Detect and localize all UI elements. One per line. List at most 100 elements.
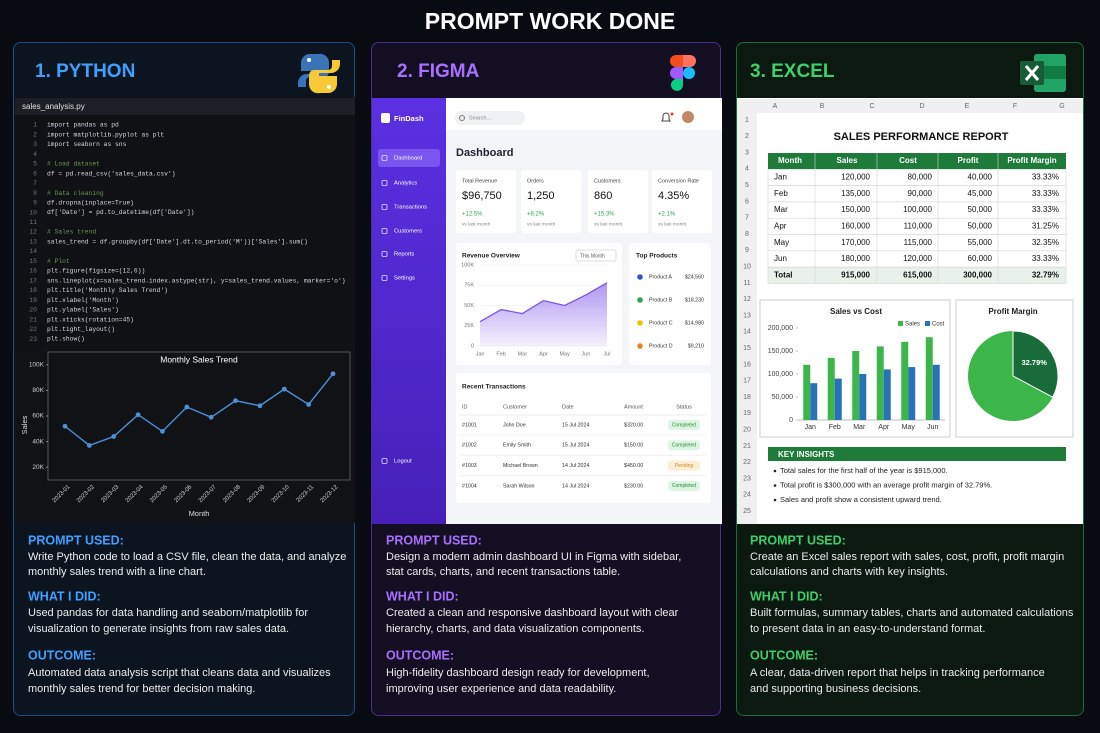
figma-logo — [670, 55, 696, 91]
code-line: plt.xlabel('Month') — [47, 297, 119, 304]
line — [479, 282, 608, 323]
y-tick-label: 80K — [32, 387, 44, 394]
table-cell: Sarah Wilson — [503, 483, 535, 489]
y-tick-label: 100,000 — [768, 371, 793, 378]
section-text: visualization to generate insights from … — [28, 623, 289, 635]
table-cell: 60,000 — [968, 254, 993, 263]
product-dot — [637, 343, 643, 349]
table-cell: 160,000 — [841, 222, 870, 231]
y-tick-label: 75K — [464, 283, 474, 289]
point — [257, 403, 263, 409]
section-text: Create an Excel sales report with sales,… — [750, 551, 1064, 563]
x-tick-label: May — [559, 351, 570, 357]
section-label: OUTCOME: — [750, 648, 818, 662]
row-number: 22 — [743, 459, 751, 466]
product-value: $18,230 — [685, 297, 704, 303]
section-text: hierarchy, charts, and data visualizatio… — [386, 623, 644, 635]
line-number: 1 — [33, 122, 37, 129]
bullet — [773, 498, 777, 502]
product-dot — [637, 297, 643, 303]
status-badge — [668, 460, 700, 471]
status: Completed — [672, 422, 696, 428]
y-tick-label: 50K — [464, 303, 474, 309]
table-cell: Jan — [774, 173, 787, 182]
table-cell: #1004 — [462, 483, 477, 489]
section-label: OUTCOME: — [386, 648, 454, 662]
section-text: stat cards, charts, and recent transacti… — [386, 566, 620, 578]
table-cell: 15 Jul 2024 — [562, 422, 589, 428]
section-text: A clear, data-driven report that helps i… — [750, 667, 1045, 679]
table-cell: 120,000 — [841, 173, 870, 182]
line-number: 19 — [29, 297, 37, 304]
table-cell: 615,000 — [903, 270, 932, 279]
table-cell: 915,000 — [841, 270, 870, 279]
nav-item: Transactions — [394, 205, 427, 211]
search-box[interactable] — [455, 111, 525, 125]
period-select[interactable] — [575, 249, 617, 262]
brand-icon — [381, 113, 390, 123]
avatar[interactable] — [682, 111, 694, 123]
row-number: 19 — [743, 410, 751, 417]
bell-icon[interactable] — [661, 112, 671, 122]
line-number: 16 — [29, 268, 37, 275]
section-label: PROMPT USED: — [28, 533, 124, 547]
line-number: 7 — [33, 180, 37, 187]
table-cell: 32.35% — [1032, 238, 1059, 247]
chart-title: Profit Margin — [988, 307, 1037, 316]
table-cell: 14 Jul 2024 — [562, 463, 589, 469]
table-header: Sales — [837, 156, 858, 165]
column-header-bar — [737, 99, 1083, 113]
code-line: plt.ylabel('Sales') — [47, 307, 119, 314]
table-cell: 150,000 — [841, 205, 870, 214]
insight: Sales and profit show a consistent upwar… — [780, 495, 942, 504]
row-number: 8 — [745, 231, 749, 238]
stat-label: Total Revenue — [462, 178, 497, 184]
x-tick-label: May — [902, 424, 916, 431]
line-number: 6 — [33, 170, 37, 177]
table-cell: 15 Jul 2024 — [562, 443, 589, 449]
x-tick-label: Mar — [853, 424, 866, 431]
row-number: 7 — [745, 215, 749, 222]
table-cell: 55,000 — [968, 238, 993, 247]
section-text: monthly sales trend with a line chart. — [28, 566, 206, 578]
card-title: Revenue Overview — [462, 253, 521, 260]
bar — [859, 374, 867, 420]
x-tick-label: Jul — [603, 351, 610, 357]
table-header: ID — [462, 404, 468, 410]
product-dot — [637, 274, 643, 280]
y-tick-label: 25K — [464, 323, 474, 329]
table-cell: 80,000 — [908, 173, 933, 182]
code-line: # Load dataset — [47, 161, 100, 168]
point — [281, 386, 287, 392]
code-line: import seaborn as sns — [47, 141, 127, 148]
table-header: Status — [676, 404, 692, 410]
stat-note: vs last month — [658, 221, 687, 227]
product-value: $14,980 — [685, 320, 704, 326]
line-number: 9 — [33, 200, 37, 207]
insights-title: KEY INSIGHTS — [778, 450, 835, 459]
product-name: Product D — [649, 343, 673, 349]
table-cell: Apr — [774, 222, 787, 231]
stat-note: vs last month — [527, 221, 556, 227]
section-text: monthly sales trend for better decision … — [28, 683, 255, 695]
x-tick-label: Jun — [581, 351, 590, 357]
table-header: Customer — [503, 404, 527, 410]
code-line: plt.figure(figsize=(12,6)) — [47, 268, 145, 275]
section-label: PROMPT USED: — [386, 533, 482, 547]
insight: Total sales for the first half of the ye… — [780, 466, 948, 475]
section-text: Built formulas, summary tables, charts a… — [750, 607, 1074, 619]
status-badge — [668, 440, 700, 451]
x-tick-label: Jun — [927, 424, 938, 431]
line-number: 11 — [29, 219, 37, 226]
stat-value: 1,250 — [527, 190, 555, 202]
nav-item: Logout — [394, 459, 412, 465]
table-cell: 50,000 — [968, 222, 993, 231]
bar — [810, 383, 818, 420]
table-cell: Total — [774, 270, 793, 279]
stat-change: +12.5% — [462, 212, 483, 218]
y-tick-label: 100K — [29, 362, 45, 369]
section-text: improving user experience and data reada… — [386, 683, 616, 695]
line-number: 2 — [33, 131, 37, 138]
line-number: 12 — [29, 229, 37, 236]
y-tick-label: 100K — [461, 262, 474, 268]
